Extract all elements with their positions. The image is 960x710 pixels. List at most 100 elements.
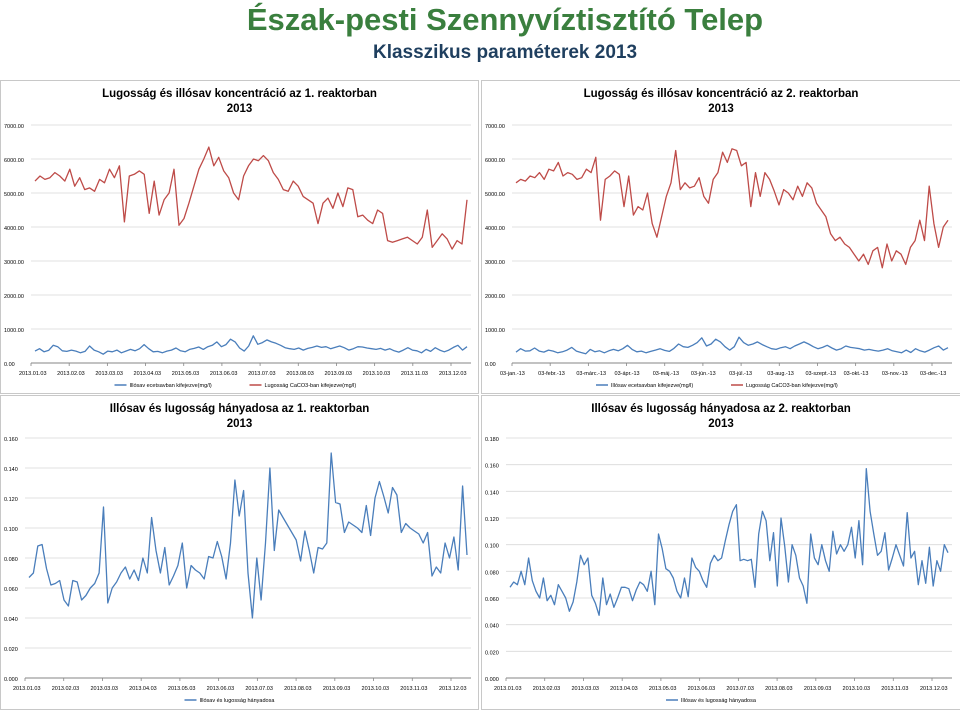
x-tick-label: 2013.05.03	[649, 686, 677, 692]
y-tick-label: 5000.00	[4, 192, 24, 198]
y-tick-label: 0.040	[485, 624, 499, 630]
legend-label: Illósav ecetsavban kifejezve(mg/l)	[611, 383, 693, 389]
series-line-0	[515, 336, 949, 355]
y-tick-label: 0.080	[485, 570, 499, 576]
series-line-0	[509, 468, 949, 616]
x-tick-label: 2013.08.03	[284, 686, 312, 692]
x-tick-label: 2013.06.03	[688, 686, 716, 692]
x-tick-label: 2013.11.03	[881, 686, 908, 692]
x-tick-label: 2013.11.03	[400, 686, 427, 692]
y-tick-label: 0.00	[4, 362, 15, 368]
y-tick-label: 6000.00	[4, 158, 24, 164]
y-tick-label: 0.100	[485, 544, 499, 550]
y-tick-label: 0.000	[4, 677, 18, 683]
y-tick-label: 0.000	[485, 677, 499, 683]
legend-label: Illósav és lugosság hányadosa	[200, 698, 276, 704]
chart-panel-reactor-2-ratio: Illósav és lugosság hányadosa az 2. reak…	[481, 395, 960, 710]
x-tick-label: 03-okt.-13	[844, 371, 869, 377]
chart-title: Illósav és lugosság hányadosa az 2. reak…	[591, 403, 851, 415]
y-tick-label: 0.060	[4, 587, 18, 593]
x-tick-label: 03-jún.-13	[691, 371, 716, 377]
x-tick-label: 2013.08.03	[765, 686, 793, 692]
y-tick-label: 1000.00	[485, 328, 505, 334]
x-tick-label: 2013.01.03	[19, 371, 47, 377]
x-tick-label: 2013.04.03	[134, 371, 162, 377]
legend-label: Illósav ecetsavban kifejezve(mg/l)	[130, 383, 212, 389]
chart-title: Lugosság és illósav koncentráció az 1. r…	[102, 88, 377, 100]
x-tick-label: 03-nov.-13	[882, 371, 908, 377]
chart-svg-reactor-2-ratio: Illósav és lugosság hányadosa az 2. reak…	[485, 403, 952, 704]
y-tick-label: 0.040	[4, 617, 18, 623]
y-tick-label: 3000.00	[4, 260, 24, 266]
x-tick-label: 2013.09.03	[324, 371, 352, 377]
x-tick-label: 2013.05.03	[172, 371, 200, 377]
chart-subtitle: 2013	[708, 103, 734, 115]
y-tick-label: 0.00	[485, 362, 496, 368]
y-tick-label: 0.140	[4, 467, 18, 473]
y-tick-label: 7000.00	[4, 124, 24, 130]
x-tick-label: 2013.07.03	[245, 686, 273, 692]
series-line-0	[28, 452, 468, 619]
x-tick-label: 2013.10.03	[843, 686, 871, 692]
chart-subtitle: 2013	[708, 418, 734, 430]
y-tick-label: 5000.00	[485, 192, 505, 198]
y-tick-label: 2000.00	[485, 294, 505, 300]
x-tick-label: 2013.04.03	[610, 686, 638, 692]
series-line-1	[515, 148, 949, 269]
chart-panel-reactor-1-concentration: Lugosság és illósav koncentráció az 1. r…	[0, 80, 479, 394]
y-tick-label: 3000.00	[485, 260, 505, 266]
page-title: Észak-pesti Szennyvíztisztító Telep	[246, 2, 764, 37]
y-tick-label: 0.060	[485, 597, 499, 603]
x-tick-label: 2013.06.03	[210, 371, 238, 377]
x-tick-label: 2013.07.03	[726, 686, 754, 692]
chart-title: Lugosság és illósav koncentráció az 2. r…	[584, 88, 859, 100]
x-tick-label: 2013.03.03	[90, 686, 118, 692]
x-tick-label: 2013.11.03	[401, 371, 428, 377]
y-tick-label: 0.140	[485, 490, 499, 496]
x-tick-label: 03-márc.-13	[576, 371, 606, 377]
chart-panel-reactor-2-concentration: Lugosság és illósav koncentráció az 2. r…	[481, 80, 960, 394]
y-tick-label: 0.020	[485, 650, 499, 656]
chart-svg-reactor-2-concentration: Lugosság és illósav koncentráció az 2. r…	[485, 88, 952, 389]
y-tick-label: 0.080	[4, 557, 18, 563]
x-tick-label: 2013.07.03	[248, 371, 276, 377]
x-tick-label: 2013.06.03	[207, 686, 235, 692]
x-tick-label: 03-júl.-13	[729, 371, 752, 377]
legend-label: Illósav és lugosság hányadosa	[681, 698, 757, 704]
y-tick-label: 0.180	[485, 437, 499, 443]
series-line-1	[34, 146, 468, 250]
y-tick-label: 0.160	[4, 437, 18, 443]
x-tick-label: 2013.03.03	[571, 686, 599, 692]
chart-subtitle: 2013	[227, 418, 253, 430]
x-tick-label: 03-máj.-13	[653, 371, 679, 377]
y-tick-label: 0.120	[485, 517, 499, 523]
x-tick-label: 03-szept.-13	[805, 371, 836, 377]
y-tick-label: 7000.00	[485, 124, 505, 130]
x-tick-label: 03-jan.-13	[500, 371, 525, 377]
x-tick-label: 03-ápr.-13	[615, 371, 640, 377]
y-tick-label: 4000.00	[485, 226, 505, 232]
x-tick-label: 2013.03.03	[95, 371, 123, 377]
y-tick-label: 2000.00	[4, 294, 24, 300]
x-tick-label: 2013.12.03	[920, 686, 948, 692]
x-tick-label: 03-febr.-13	[538, 371, 565, 377]
legend-label: Lugosság CaCO3-ban kifejezve(mg/l)	[746, 383, 838, 389]
x-tick-label: 2013.10.03	[363, 371, 391, 377]
x-tick-label: 2013.02.03	[533, 686, 561, 692]
x-tick-label: 2013.08.03	[286, 371, 314, 377]
x-tick-label: 2013.01.03	[13, 686, 41, 692]
y-tick-label: 0.120	[4, 497, 18, 503]
x-tick-label: 2013.12.03	[439, 686, 467, 692]
x-tick-label: 03-dec.-13	[920, 371, 946, 377]
y-tick-label: 1000.00	[4, 328, 24, 334]
y-tick-label: 6000.00	[485, 158, 505, 164]
legend-label: Lugosság CaCO3-ban kifejezve(mg/l)	[265, 383, 357, 389]
x-tick-label: 2013.02.03	[52, 686, 80, 692]
y-tick-label: 0.100	[4, 527, 18, 533]
x-tick-label: 03-aug.-13	[767, 371, 794, 377]
chart-svg-reactor-1-ratio: Illósav és lugosság hányadosa az 1. reak…	[4, 403, 471, 704]
series-line-0	[34, 335, 468, 355]
chart-subtitle: 2013	[227, 103, 253, 115]
chart-panel-reactor-1-ratio: Illósav és lugosság hányadosa az 1. reak…	[0, 395, 479, 710]
x-tick-label: 2013.04.03	[129, 686, 157, 692]
